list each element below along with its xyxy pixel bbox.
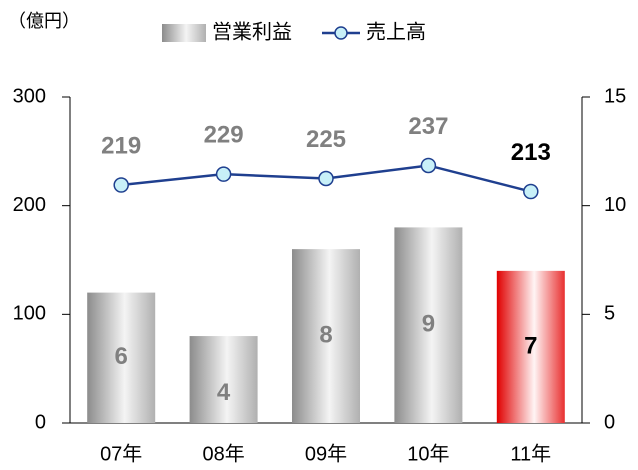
y-tick-label: 0 <box>35 411 46 433</box>
bar-value-label: 8 <box>319 321 332 348</box>
x-tick-label: 11年 <box>510 442 551 465</box>
x-tick-label: 08年 <box>202 442 244 465</box>
y2-tick-label: 5 <box>604 303 615 325</box>
bar <box>394 227 463 423</box>
bar <box>87 292 156 423</box>
line-value-label: 219 <box>101 132 141 159</box>
y-tick-label: 200 <box>13 194 46 216</box>
legend-label: 営業利益 <box>212 20 292 43</box>
bar-value-label: 7 <box>524 332 537 359</box>
legend-label: 売上高 <box>366 20 426 43</box>
bar <box>496 270 565 423</box>
line-value-label: 225 <box>306 126 346 153</box>
line-marker <box>523 183 539 200</box>
x-tick-label: 07年 <box>100 442 142 465</box>
bar-value-label: 4 <box>217 379 231 406</box>
line-value-label: 229 <box>204 121 244 148</box>
y2-tick-label: 10 <box>604 194 626 216</box>
legend-marker <box>334 26 348 40</box>
bar-value-label: 6 <box>115 343 128 370</box>
line-marker <box>215 166 232 182</box>
x-tick-label: 09年 <box>305 442 347 465</box>
y2-tick-label: 15 <box>604 85 626 107</box>
line-value-label: 213 <box>511 139 551 166</box>
y-tick-label: 300 <box>13 85 46 107</box>
bar-value-label: 9 <box>422 311 435 338</box>
bar <box>292 249 360 423</box>
y-tick-label: 100 <box>13 303 46 325</box>
line-value-label: 237 <box>408 113 448 140</box>
line-marker <box>318 170 334 187</box>
bar <box>189 336 258 423</box>
y2-tick-label: 0 <box>604 411 615 433</box>
legend-bar-icon <box>162 24 206 42</box>
line-marker <box>420 157 437 174</box>
line-marker <box>113 177 129 193</box>
unit-label: （億円） <box>8 11 80 31</box>
x-tick-label: 10年 <box>407 442 449 465</box>
